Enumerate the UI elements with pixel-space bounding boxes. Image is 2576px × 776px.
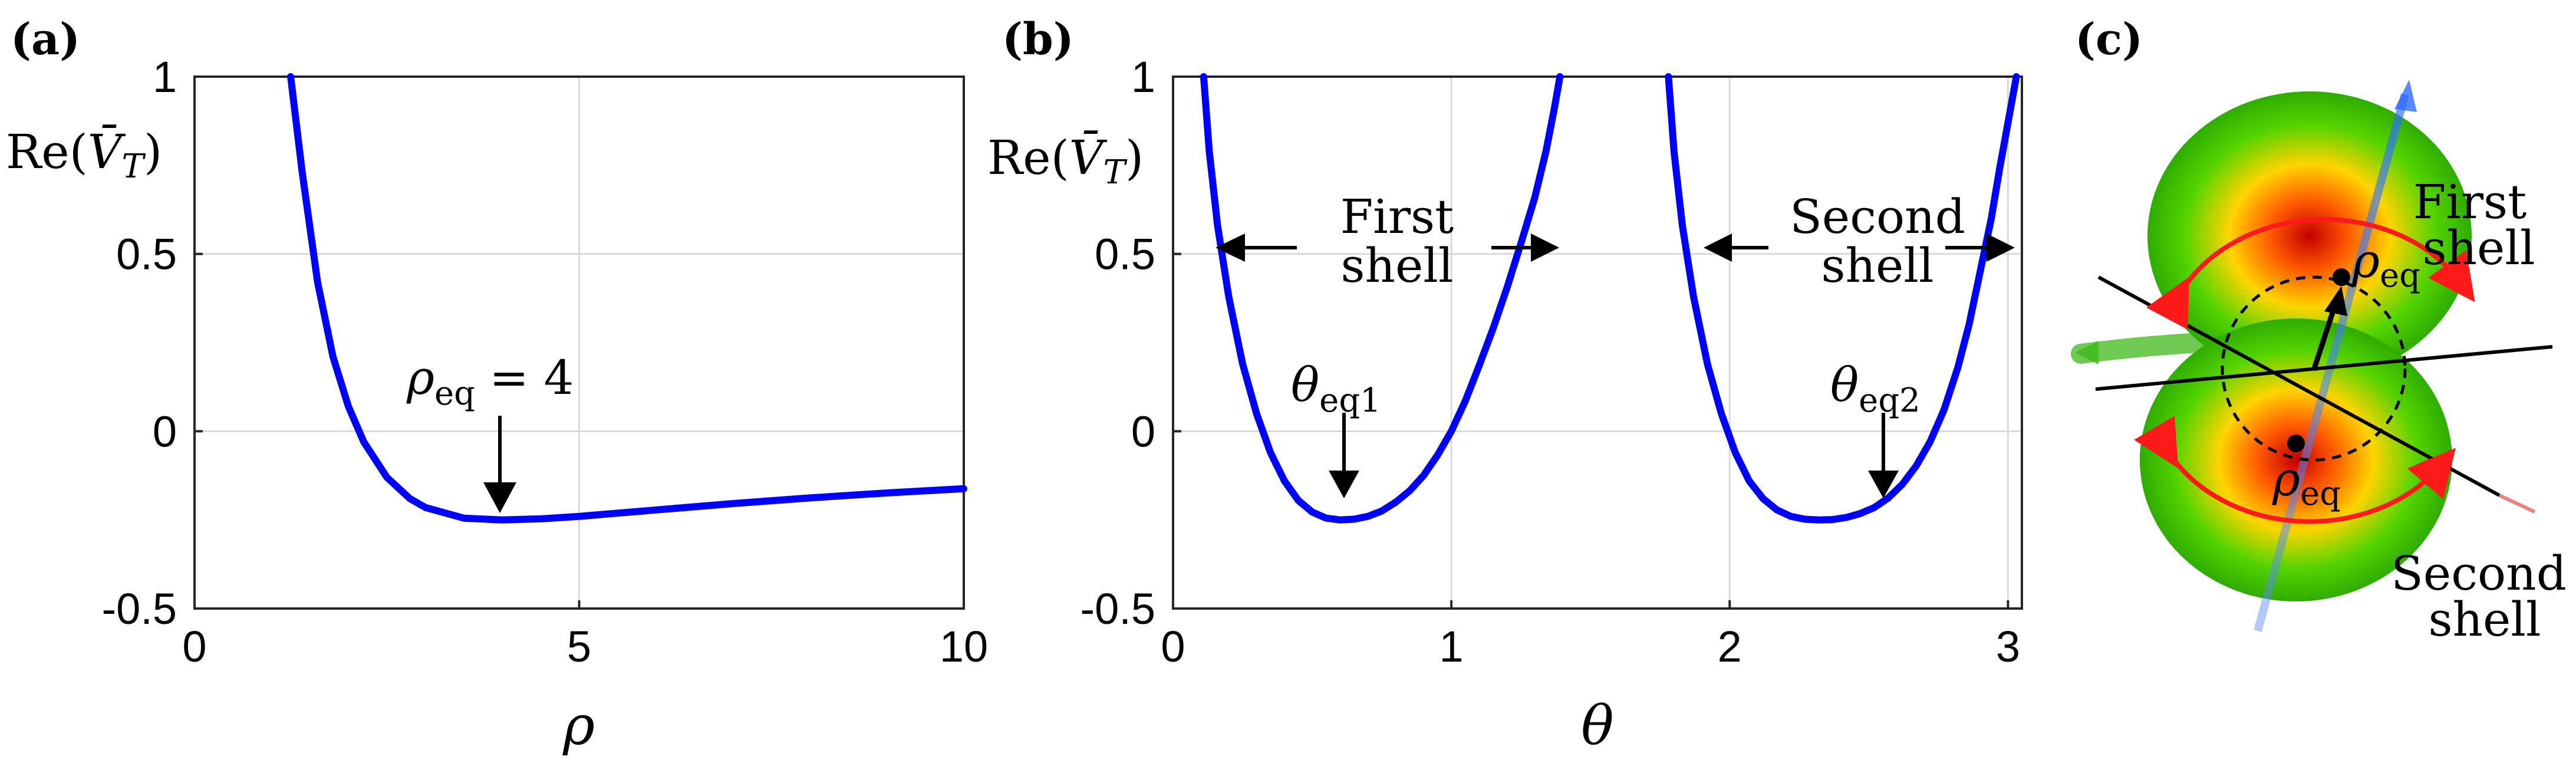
theta-eq1-arrowhead: [1329, 471, 1359, 498]
panel-c-label: (c): [2075, 14, 2143, 65]
x-tick-label: 5: [567, 622, 591, 671]
first-shell-line1: First: [1340, 189, 1454, 244]
second-shell-right-arrowhead: [1987, 234, 2015, 262]
y-tick-label: 1: [1131, 52, 1155, 101]
y-tick-label: 0.5: [116, 230, 177, 279]
cone-line-2: [2095, 345, 2553, 391]
panel-a-y-ticks: -0.5 0 0.5 1: [101, 52, 203, 633]
x-tick-label: 1: [1439, 622, 1464, 671]
first-shell-line2: shell: [1340, 238, 1453, 293]
panel-c-illustration: (c) First shell Second shell ρeq ρeq: [2071, 14, 2567, 647]
second-shell-line2: shell: [1821, 238, 1933, 293]
x-tick-label: 3: [1996, 622, 2020, 671]
panel-a-rho-sub: eq: [434, 374, 475, 413]
rho-eq-upper-label: ρeq: [2351, 234, 2420, 295]
panel-a-series: [287, 73, 967, 524]
panel-a-rho-value: = 4: [489, 350, 574, 405]
first-shell-right-arrowhead: [1531, 234, 1559, 262]
panel-a: (a) 0 5 10 -0.500.51 Re(V̄T) ρ ρeq = 4: [6, 14, 988, 757]
theta-eq2-sub: eq2: [1859, 382, 1921, 420]
panel-b-theta-eq1: θeq1: [1291, 357, 1381, 498]
y-tick-label: 1: [153, 52, 177, 101]
panel-b-series: [1200, 73, 2020, 524]
panel-a-x-axis-label: ρ: [562, 694, 595, 757]
theta-eq1-sub: eq1: [1319, 382, 1381, 420]
blue-axis: [2254, 93, 2409, 632]
y-tick-label: 0: [1131, 407, 1155, 456]
y-tick-label: -0.5: [1080, 584, 1155, 633]
cone-line-1-tail: [2498, 494, 2536, 514]
panel-b-y-axis-label: Re(V̄T): [987, 130, 1144, 192]
y-tick-label: 0: [153, 407, 177, 456]
rho-eq-upper-sub: eq: [2380, 257, 2420, 295]
theta-eq1-symbol: θ: [1291, 357, 1319, 412]
panel-b-plot-frame: [1172, 75, 2023, 610]
panel-b-label: (b): [1002, 14, 1074, 65]
first-shell-c-line1: First: [2413, 175, 2527, 229]
theta-eq2-symbol: θ: [1830, 357, 1859, 412]
series-line: [1200, 73, 1564, 524]
panel-b-second-shell-label: Second shell: [1704, 189, 2015, 293]
panel-b-x-ticks: 0 1 2 3: [1161, 600, 2020, 671]
series-line: [287, 73, 967, 524]
upper-red-arc: [2146, 217, 2475, 330]
panel-a-x-ticks: 0 5 10: [182, 600, 988, 671]
x-tick-label: 0: [182, 622, 206, 671]
panel-b-y-ticks: -0.5 0 0.5 1: [1080, 52, 1181, 633]
panel-a-label: (a): [11, 14, 80, 65]
second-shell-left-arrowhead: [1704, 234, 1732, 262]
panel-b-first-shell-label: First shell: [1215, 189, 1559, 293]
x-tick-label: 10: [940, 622, 988, 671]
second-shell-c-line1: Second: [2391, 546, 2567, 601]
panel-a-annotation-rho-eq: ρeq = 4: [406, 350, 574, 513]
panel-b-gridlines: [1172, 75, 2022, 610]
panel-a-rho-symbol: ρ: [406, 350, 434, 405]
panel-b-theta-eq2: θeq2: [1830, 357, 1921, 498]
rho-eq-lower-sub: eq: [2300, 475, 2341, 513]
panel-a-rho-eq-arrowhead: [483, 482, 516, 513]
lower-red-arc: [2134, 416, 2456, 524]
lower-point: [2287, 435, 2305, 452]
rho-eq-lower-label: ρeq: [2272, 452, 2341, 513]
green-streak-head: [2075, 341, 2099, 364]
panel-a-gridlines: [193, 75, 965, 610]
second-shell-line1: Second: [1790, 189, 1965, 244]
y-tick-label: -0.5: [101, 584, 177, 633]
x-tick-label: 2: [1718, 622, 1742, 671]
theta-eq1-text: θeq1: [1291, 357, 1381, 420]
upper-point: [2333, 268, 2350, 286]
second-shell-c-line2: shell: [2428, 592, 2541, 647]
panel-a-y-axis-label: Re(V̄T): [6, 124, 162, 186]
blue-axis-head: [2394, 80, 2417, 112]
panel-a-rho-eq-text: ρeq = 4: [406, 350, 574, 413]
series-line: [1665, 73, 2020, 524]
rho-eq-lower-symbol: ρ: [2272, 452, 2300, 507]
theta-eq2-arrowhead: [1868, 471, 1899, 498]
panel-b-x-axis-label: θ: [1581, 694, 1613, 757]
theta-eq2-text: θeq2: [1830, 357, 1921, 420]
x-tick-label: 0: [1161, 622, 1185, 671]
first-shell-c-line2: shell: [2422, 221, 2535, 275]
rho-eq-upper-symbol: ρ: [2351, 234, 2380, 288]
y-tick-label: 0.5: [1095, 230, 1155, 279]
first-shell-left-arrowhead: [1215, 234, 1245, 262]
